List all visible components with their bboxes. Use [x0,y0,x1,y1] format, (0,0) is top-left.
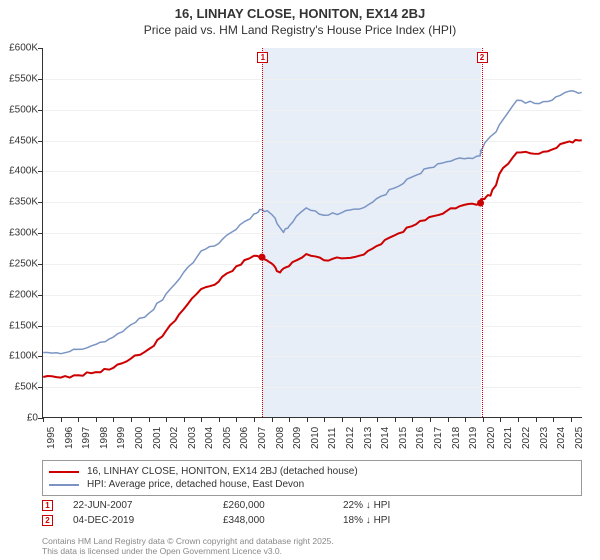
sale-date: 22-JUN-2007 [73,500,223,511]
footnote: Contains HM Land Registry data © Crown c… [42,536,334,556]
legend-swatch [49,471,79,473]
footnote-line: Contains HM Land Registry data © Crown c… [42,536,334,546]
chart-lines [43,48,582,417]
sales-table: 1 22-JUN-2007 £260,000 22% ↓ HPI 2 04-DE… [42,498,582,528]
legend-label: HPI: Average price, detached house, East… [87,479,304,490]
sales-row: 1 22-JUN-2007 £260,000 22% ↓ HPI [42,498,582,513]
legend-item: HPI: Average price, detached house, East… [49,478,575,491]
sale-price: £260,000 [223,500,343,511]
legend-item: 16, LINHAY CLOSE, HONITON, EX14 2BJ (det… [49,465,575,478]
sale-price: £348,000 [223,515,343,526]
sale-diff: 22% ↓ HPI [343,500,463,511]
legend-swatch [49,484,79,486]
sale-marker-icon: 2 [42,515,53,526]
legend: 16, LINHAY CLOSE, HONITON, EX14 2BJ (det… [42,460,582,496]
chart-subtitle: Price paid vs. HM Land Registry's House … [0,21,600,43]
footnote-line: This data is licensed under the Open Gov… [42,546,334,556]
legend-label: 16, LINHAY CLOSE, HONITON, EX14 2BJ (det… [87,466,358,477]
plot-area: £0£50K£100K£150K£200K£250K£300K£350K£400… [42,48,582,418]
sale-date: 04-DEC-2019 [73,515,223,526]
sale-marker-icon: 1 [42,500,53,511]
sales-row: 2 04-DEC-2019 £348,000 18% ↓ HPI [42,513,582,528]
chart-title: 16, LINHAY CLOSE, HONITON, EX14 2BJ [0,0,600,21]
sale-diff: 18% ↓ HPI [343,515,463,526]
